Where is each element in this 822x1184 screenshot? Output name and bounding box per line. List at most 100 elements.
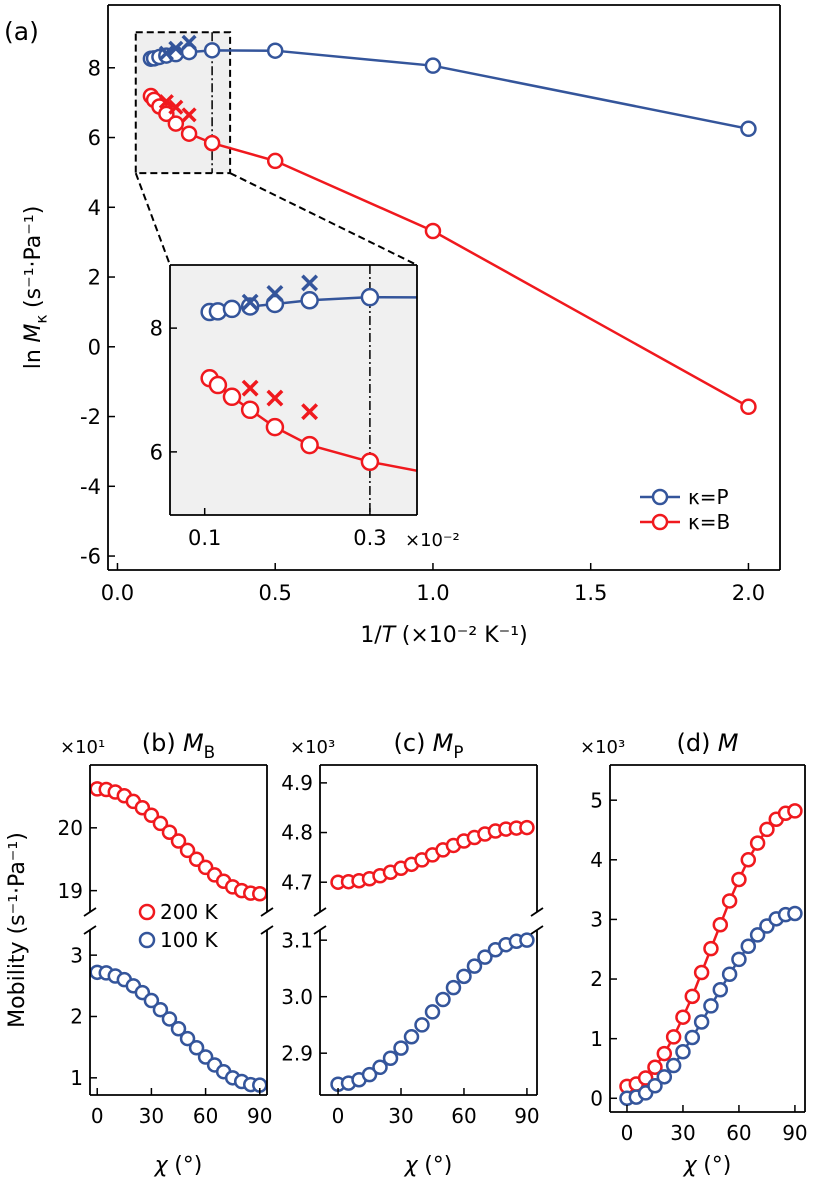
panel-title-part: M	[183, 729, 204, 757]
y-tick-label: -2	[80, 405, 101, 429]
circle-marker	[222, 299, 242, 319]
circle-marker	[527, 485, 543, 501]
y-tick-label: 6	[150, 440, 163, 464]
circle-marker	[300, 291, 319, 310]
circle-marker	[740, 852, 757, 868]
y-tick-label: 8	[150, 317, 163, 341]
x-axis-label-part: T	[382, 623, 397, 648]
circle-marker	[208, 375, 228, 395]
series-line	[150, 49, 749, 131]
cross-marker	[301, 403, 319, 421]
circle-marker	[393, 1040, 409, 1056]
circle-marker	[693, 1014, 710, 1030]
cross-marker	[241, 293, 259, 311]
x-tick-label: 0.0	[101, 581, 134, 605]
y-tick-label: 3	[70, 943, 83, 967]
circle-marker	[265, 417, 285, 437]
circle-marker	[424, 222, 442, 240]
circle-marker	[693, 964, 710, 981]
cross-marker	[266, 389, 284, 407]
y-tick-label: 8	[88, 56, 101, 80]
circle-marker	[519, 819, 535, 836]
circle-marker	[203, 42, 221, 59]
circle-marker	[152, 1001, 169, 1018]
circle-marker	[456, 968, 472, 985]
zoom-connector	[229, 172, 418, 266]
circle-marker	[656, 1069, 673, 1085]
circle-marker	[731, 871, 747, 888]
circle-marker	[787, 905, 803, 922]
x-tick-label: 90	[247, 1104, 272, 1128]
y-axis-label-part: ln	[21, 349, 46, 369]
legend-marker	[651, 488, 669, 506]
y-tick-label: 0	[88, 335, 101, 359]
legend-marker	[138, 931, 156, 949]
circle-marker	[167, 115, 185, 132]
x-tick-label: 0.3	[353, 526, 386, 550]
circle-marker	[731, 951, 747, 968]
circle-marker	[684, 1029, 701, 1046]
y-tick-label: 3.0	[281, 985, 313, 1009]
panel-title: (d) M	[677, 729, 739, 757]
axis-break	[260, 907, 274, 917]
x-tick-label: 30	[388, 1104, 413, 1128]
legend-label: 200 K	[160, 900, 219, 924]
axis-break	[530, 925, 544, 935]
circle-marker	[161, 1011, 178, 1027]
axis-break	[83, 925, 97, 935]
circle-marker	[665, 1029, 682, 1045]
circle-marker	[647, 1059, 663, 1076]
y-tick-label: 3.1	[281, 928, 313, 952]
x-tick-label: 0.1	[188, 526, 221, 550]
circle-marker	[158, 105, 175, 123]
y-tick-label: 4	[590, 848, 603, 872]
cross-marker	[158, 45, 174, 61]
circle-marker	[759, 821, 775, 838]
circle-marker	[203, 134, 221, 152]
circle-marker	[703, 998, 719, 1014]
x-axis-label-part: χ	[683, 1153, 698, 1178]
circle-marker	[414, 1017, 430, 1033]
y-tick-label: 5	[590, 788, 603, 812]
x-offset-label: ×10⁻²	[405, 530, 460, 551]
circle-marker	[161, 824, 178, 840]
y-tick-label: 6	[88, 126, 101, 150]
panel-title-part: M	[433, 729, 454, 757]
x-tick-label: 60	[451, 1104, 476, 1128]
circle-marker	[143, 992, 160, 1009]
circle-marker	[466, 958, 483, 974]
circle-marker	[519, 932, 535, 948]
circle-marker	[477, 949, 493, 965]
circle-marker	[721, 966, 738, 983]
circle-marker	[240, 400, 260, 420]
circle-marker	[445, 979, 462, 996]
circle-marker	[712, 982, 729, 998]
y-tick-label: 20	[58, 816, 83, 840]
y-axis-label-part: M	[21, 324, 46, 343]
circle-marker	[403, 1029, 420, 1045]
x-axis-label-part: (°)	[424, 1153, 452, 1178]
circle-marker	[787, 803, 803, 819]
y-tick-label: 4.8	[281, 821, 313, 845]
x-tick-label: 0.5	[259, 581, 292, 605]
x-axis-label-part: χ	[154, 1153, 169, 1178]
circle-marker	[266, 152, 284, 170]
y-tick-label: 3	[590, 908, 603, 932]
circle-marker	[382, 1050, 399, 1067]
circle-marker	[180, 125, 198, 142]
circle-marker	[179, 1030, 196, 1047]
circle-marker	[179, 842, 196, 859]
y-axis-label-part: κ	[33, 315, 51, 324]
offset-label: ×10¹	[60, 737, 105, 758]
x-tick-label: 60	[726, 1121, 751, 1145]
legend-label: 100 K	[160, 928, 219, 952]
legend-marker	[138, 903, 156, 921]
x-axis-label: χ (°)	[404, 1153, 453, 1178]
offset-label: ×10³	[580, 737, 625, 758]
cross-marker	[301, 274, 319, 292]
x-axis-label: χ (°)	[683, 1153, 732, 1178]
legend-label: κ=P	[688, 485, 729, 509]
circle-marker	[424, 1004, 441, 1020]
panel-title-part: (d)	[677, 729, 711, 757]
circle-marker	[656, 1045, 673, 1062]
